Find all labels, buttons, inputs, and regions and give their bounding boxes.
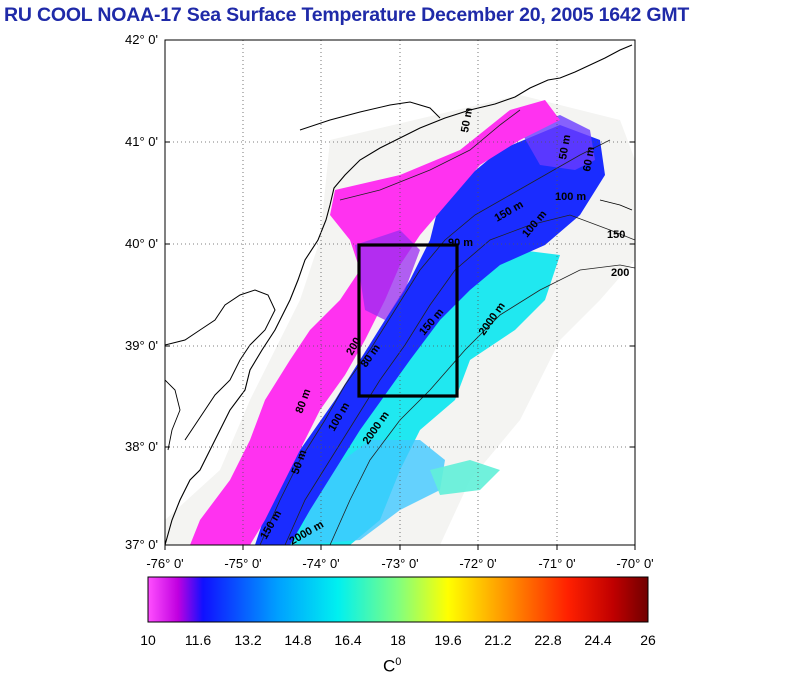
colorbar-tick: 11.6 <box>184 632 212 648</box>
sst-magenta-band <box>190 100 560 545</box>
contour-label: 150 <box>607 229 625 241</box>
colorbar-tick: 18 <box>390 632 406 648</box>
long-island-coast <box>299 101 441 131</box>
contour-label: 200 <box>611 267 629 279</box>
lon-label: -74° 0' <box>302 556 340 571</box>
lat-label: 38° 0' <box>125 439 158 454</box>
contour-2000m <box>329 264 635 545</box>
lon-label: -70° 0' <box>616 556 654 571</box>
unit-letter: C <box>383 656 396 676</box>
contour-label: 50 m <box>557 134 573 161</box>
sst-purple-patch <box>355 230 420 320</box>
colorbar-tick: 16.4 <box>334 632 362 648</box>
lon-label: -75° 0' <box>224 556 262 571</box>
unit-superscript: 0 <box>395 656 402 668</box>
colorbar-tick: 19.6 <box>434 632 462 648</box>
contour-label: 100 m <box>555 191 586 203</box>
contour-50m <box>339 109 521 201</box>
study-area-box <box>357 243 459 398</box>
lon-label: -73° 0' <box>381 556 419 571</box>
sst-cyan-patch <box>430 460 500 495</box>
contour-100m <box>259 139 611 545</box>
lat-label: 37° 0' <box>125 537 158 552</box>
island-coast <box>599 199 633 211</box>
contour-label: 90 m <box>448 237 473 249</box>
contour-150m <box>284 214 635 545</box>
colorbar-tick: 10 <box>140 632 156 648</box>
colorbar-unit: C0 <box>383 656 401 677</box>
map-title: RU COOL NOAA-17 Sea Surface Temperature … <box>4 4 690 26</box>
chesapeake-coast <box>165 379 181 451</box>
delaware-bay-coast <box>165 289 276 441</box>
lat-label: 40° 0' <box>125 236 158 251</box>
colorbar-tick: 22.8 <box>534 632 562 648</box>
colorbar-tick: 26 <box>640 632 656 648</box>
contour-label: 60 m <box>581 146 597 173</box>
contour-label: 50 m <box>459 107 475 134</box>
colorbar-tick: 24.4 <box>584 632 612 648</box>
lat-label: 41° 0' <box>125 134 158 149</box>
colorbar <box>148 577 648 622</box>
colorbar-tick: 21.2 <box>484 632 512 648</box>
colorbar-tick: 14.8 <box>284 632 312 648</box>
lon-label: -72° 0' <box>459 556 497 571</box>
lat-label: 42° 0' <box>125 32 158 47</box>
lon-label: -76° 0' <box>146 556 184 571</box>
axis-ticks <box>164 39 636 550</box>
lon-label: -71° 0' <box>538 556 576 571</box>
colorbar-frame <box>147 576 649 623</box>
lat-label: 39° 0' <box>125 338 158 353</box>
graticule <box>165 40 635 545</box>
colorbar-tick: 13.2 <box>234 632 262 648</box>
coastline <box>165 44 633 545</box>
